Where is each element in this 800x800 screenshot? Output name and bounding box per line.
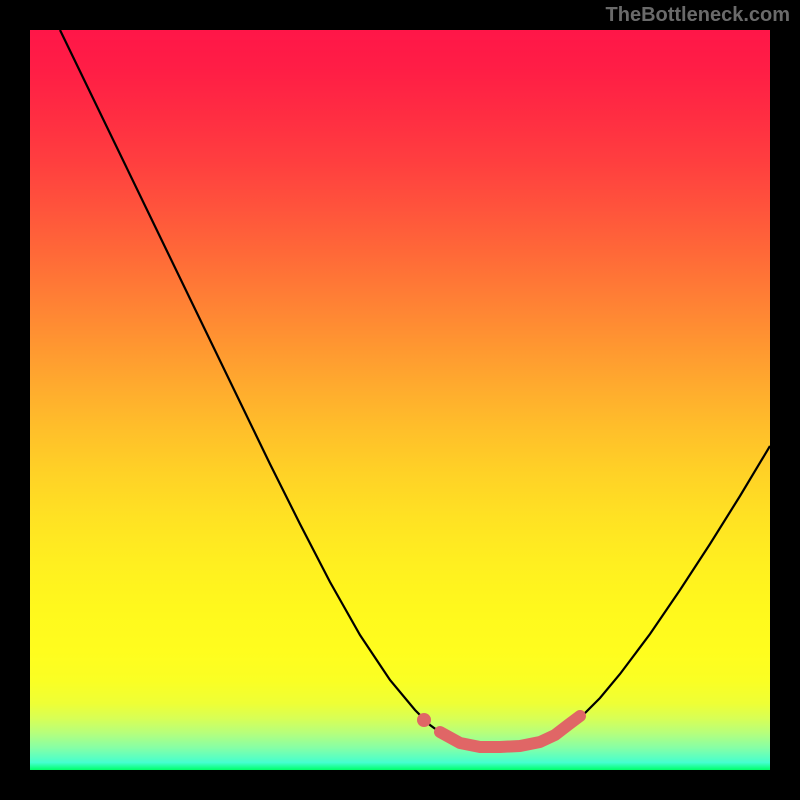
- bottleneck-chart: [30, 30, 770, 770]
- gradient-background: [30, 30, 770, 770]
- watermark-text: TheBottleneck.com: [606, 4, 790, 27]
